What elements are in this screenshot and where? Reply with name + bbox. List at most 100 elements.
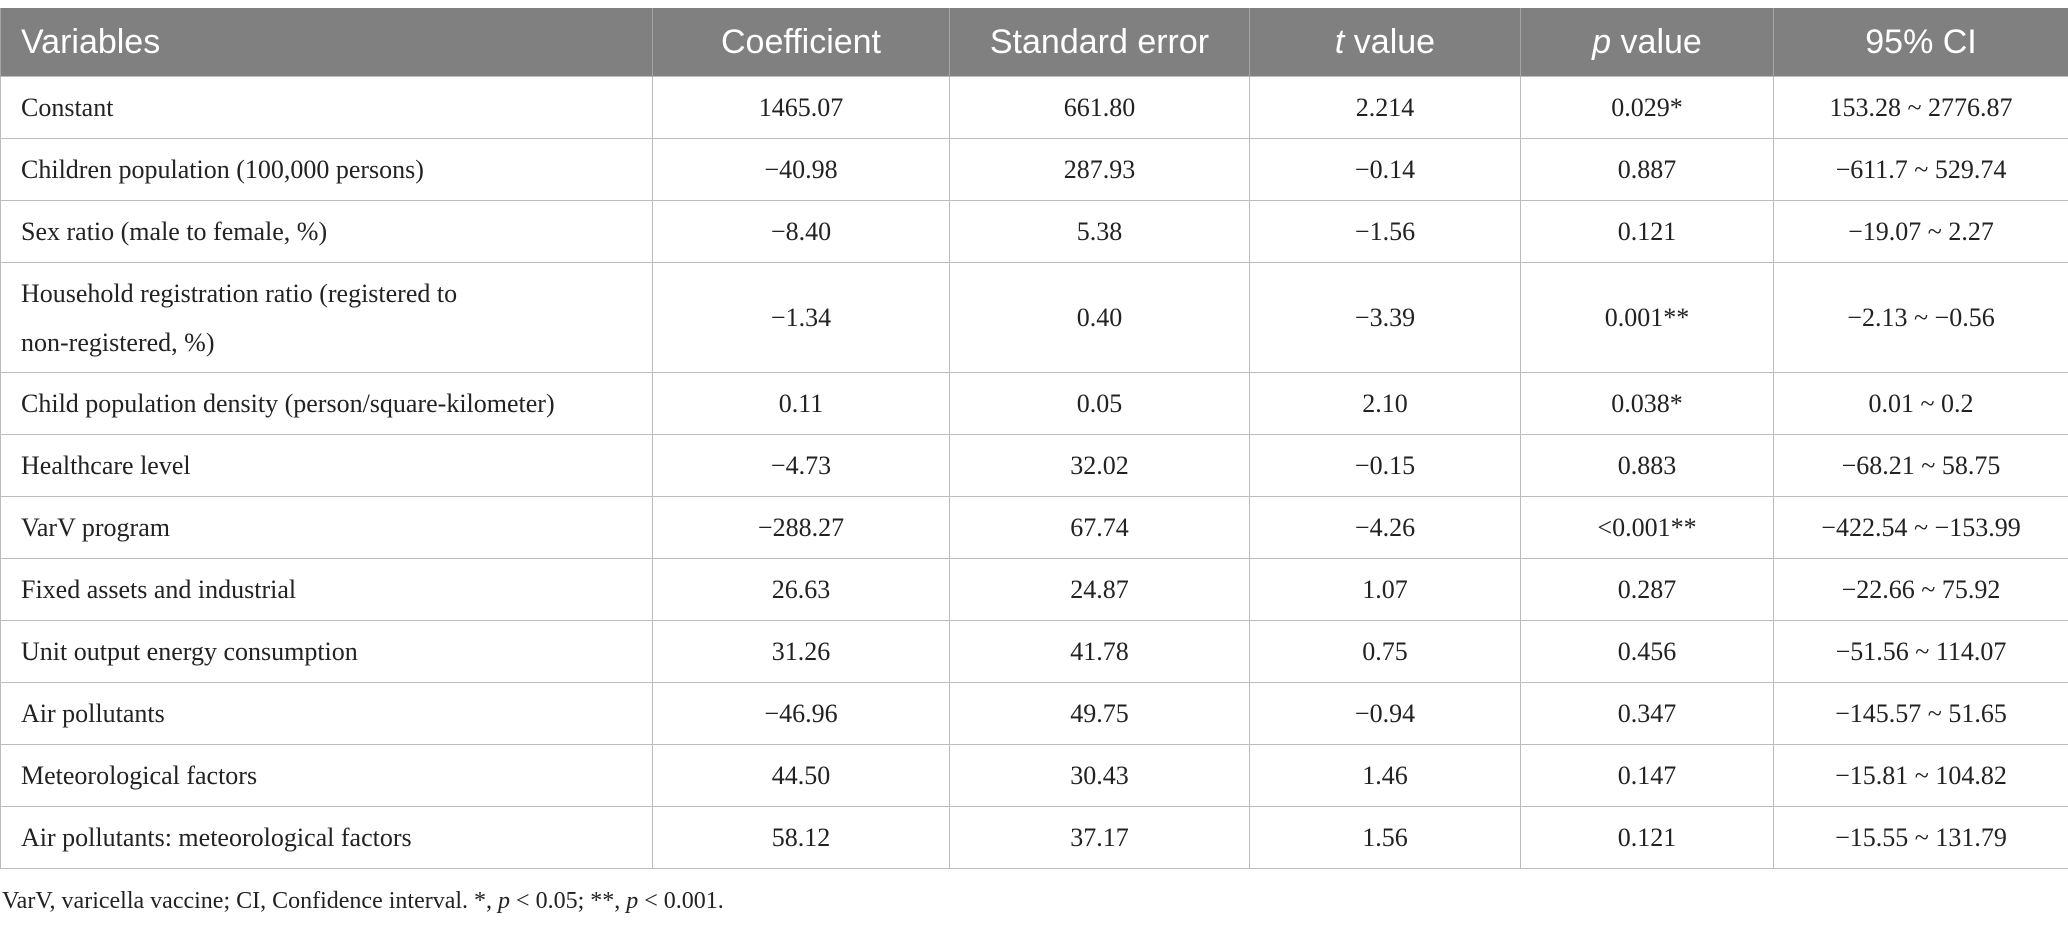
cell-coefficient: 58.12 <box>652 806 950 869</box>
table-body: Constant 1465.07 661.80 2.214 0.029* 153… <box>0 76 2068 869</box>
header-95-ci: 95% CI <box>1773 8 2068 77</box>
table-row: Unit output energy consumption 31.26 41.… <box>0 620 2068 683</box>
cell-standard-error: 24.87 <box>949 558 1250 621</box>
footnote-text-2: < 0.05; **, <box>510 888 627 914</box>
cell-standard-error: 661.80 <box>949 76 1250 139</box>
cell-t-value: −0.15 <box>1249 434 1521 497</box>
cell-coefficient: −8.40 <box>652 200 950 263</box>
cell-standard-error: 41.78 <box>949 620 1250 683</box>
header-variables: Variables <box>0 8 653 77</box>
cell-variable: Child population density (person/square-… <box>0 372 653 435</box>
table-row: Constant 1465.07 661.80 2.214 0.029* 153… <box>0 76 2068 139</box>
cell-p-value: 0.029* <box>1520 76 1774 139</box>
cell-variable: Air pollutants <box>0 682 653 745</box>
header-t-symbol: t <box>1334 22 1345 61</box>
cell-ci: −22.66 ~ 75.92 <box>1773 558 2068 621</box>
cell-ci: −15.55 ~ 131.79 <box>1773 806 2068 869</box>
table-header: Variables Coefficient Standard error t v… <box>0 8 2068 77</box>
cell-coefficient: 31.26 <box>652 620 950 683</box>
cell-standard-error: 287.93 <box>949 138 1250 201</box>
cell-variable-line-2: non-registered, %) <box>21 327 215 357</box>
cell-coefficient: 1465.07 <box>652 76 950 139</box>
cell-standard-error: 49.75 <box>949 682 1250 745</box>
table-row: Children population (100,000 persons) −4… <box>0 138 2068 201</box>
cell-variable: Fixed assets and industrial <box>0 558 653 621</box>
cell-variable: Sex ratio (male to female, %) <box>0 200 653 263</box>
cell-variable: Household registration ratio (registered… <box>0 262 653 373</box>
cell-ci: −15.81 ~ 104.82 <box>1773 744 2068 807</box>
cell-ci: −19.07 ~ 2.27 <box>1773 200 2068 263</box>
cell-p-value: 0.456 <box>1520 620 1774 683</box>
cell-p-value: 0.038* <box>1520 372 1774 435</box>
cell-coefficient: −288.27 <box>652 496 950 559</box>
cell-ci: −51.56 ~ 114.07 <box>1773 620 2068 683</box>
cell-standard-error: 30.43 <box>949 744 1250 807</box>
cell-t-value: 1.56 <box>1249 806 1521 869</box>
footnote-text-3: < 0.001. <box>638 888 724 914</box>
cell-p-value: 0.001** <box>1520 262 1774 373</box>
cell-variable: Meteorological factors <box>0 744 653 807</box>
cell-standard-error: 37.17 <box>949 806 1250 869</box>
regression-table-container: Variables Coefficient Standard error t v… <box>0 8 2068 869</box>
cell-standard-error: 5.38 <box>949 200 1250 263</box>
cell-t-value: −0.94 <box>1249 682 1521 745</box>
cell-coefficient: −46.96 <box>652 682 950 745</box>
cell-coefficient: 0.11 <box>652 372 950 435</box>
header-row: Variables Coefficient Standard error t v… <box>0 8 2068 77</box>
cell-variable: Air pollutants: meteorological factors <box>0 806 653 869</box>
cell-p-value: 0.147 <box>1520 744 1774 807</box>
cell-coefficient: 44.50 <box>652 744 950 807</box>
table-row: Sex ratio (male to female, %) −8.40 5.38… <box>0 200 2068 263</box>
table-row: Fixed assets and industrial 26.63 24.87 … <box>0 558 2068 621</box>
cell-variable: Constant <box>0 76 653 139</box>
cell-ci: −2.13 ~ −0.56 <box>1773 262 2068 373</box>
table-row: Air pollutants: meteorological factors 5… <box>0 806 2068 869</box>
table-row: VarV program −288.27 67.74 −4.26 <0.001*… <box>0 496 2068 559</box>
header-coefficient: Coefficient <box>652 8 950 77</box>
cell-t-value: −0.14 <box>1249 138 1521 201</box>
cell-p-value: 0.887 <box>1520 138 1774 201</box>
header-p-value: p value <box>1520 8 1774 77</box>
cell-variable: Children population (100,000 persons) <box>0 138 653 201</box>
header-t-value: t value <box>1249 8 1521 77</box>
cell-t-value: 1.46 <box>1249 744 1521 807</box>
table-row: Air pollutants −46.96 49.75 −0.94 0.347 … <box>0 682 2068 745</box>
header-t-suffix: value <box>1344 22 1436 61</box>
cell-p-value: 0.121 <box>1520 200 1774 263</box>
table-row: Meteorological factors 44.50 30.43 1.46 … <box>0 744 2068 807</box>
cell-p-value: 0.347 <box>1520 682 1774 745</box>
cell-t-value: −1.56 <box>1249 200 1521 263</box>
regression-table: Variables Coefficient Standard error t v… <box>0 8 2068 869</box>
table-row: Household registration ratio (registered… <box>0 262 2068 373</box>
footnote-text-1: VarV, varicella vaccine; CI, Confidence … <box>2 888 499 914</box>
cell-coefficient: −1.34 <box>652 262 950 373</box>
cell-ci: −68.21 ~ 58.75 <box>1773 434 2068 497</box>
header-p-suffix: value <box>1611 22 1702 61</box>
cell-t-value: 2.10 <box>1249 372 1521 435</box>
cell-coefficient: 26.63 <box>652 558 950 621</box>
cell-variable: Unit output energy consumption <box>0 620 653 683</box>
header-p-symbol: p <box>1592 22 1612 61</box>
cell-ci: 0.01 ~ 0.2 <box>1773 372 2068 435</box>
cell-coefficient: −40.98 <box>652 138 950 201</box>
cell-t-value: −3.39 <box>1249 262 1521 373</box>
cell-standard-error: 0.05 <box>949 372 1250 435</box>
cell-standard-error: 67.74 <box>949 496 1250 559</box>
cell-ci: −422.54 ~ −153.99 <box>1773 496 2068 559</box>
cell-variable: Healthcare level <box>0 434 653 497</box>
cell-variable: VarV program <box>0 496 653 559</box>
table-footnote: VarV, varicella vaccine; CI, Confidence … <box>2 888 724 915</box>
cell-t-value: 0.75 <box>1249 620 1521 683</box>
table-row: Child population density (person/square-… <box>0 372 2068 435</box>
header-standard-error: Standard error <box>949 8 1250 77</box>
cell-p-value: 0.287 <box>1520 558 1774 621</box>
cell-coefficient: −4.73 <box>652 434 950 497</box>
cell-standard-error: 32.02 <box>949 434 1250 497</box>
cell-p-value: 0.121 <box>1520 806 1774 869</box>
cell-t-value: −4.26 <box>1249 496 1521 559</box>
cell-ci: −611.7 ~ 529.74 <box>1773 138 2068 201</box>
cell-variable-line-1: Household registration ratio (registered… <box>21 278 458 308</box>
cell-standard-error: 0.40 <box>949 262 1250 373</box>
cell-p-value: 0.883 <box>1520 434 1774 497</box>
cell-t-value: 1.07 <box>1249 558 1521 621</box>
